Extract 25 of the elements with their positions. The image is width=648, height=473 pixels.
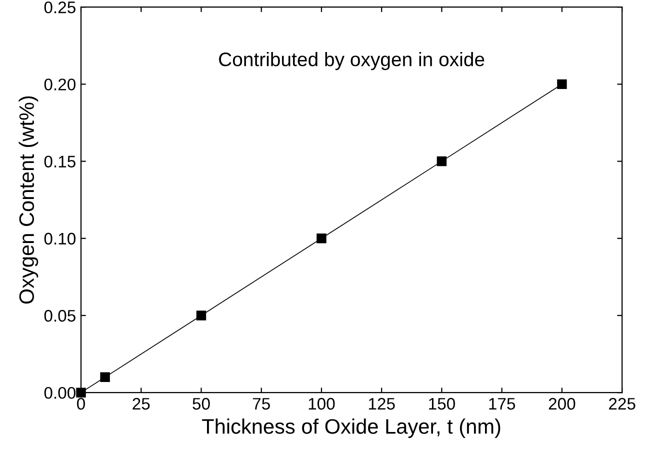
x-tick-label: 100 (308, 398, 335, 410)
y-tick-label: 0.00 (44, 386, 76, 399)
x-tick-label: 125 (368, 398, 395, 410)
y-axis-title: Oxygen Content (wt%) (18, 96, 38, 304)
x-tick-label: 150 (429, 398, 455, 410)
x-tick-label: 25 (132, 398, 150, 410)
y-tick-label: 0.15 (44, 156, 76, 168)
x-axis-title: Thickness of Oxide Layer, t (nm) (202, 418, 500, 438)
x-tick-label: 50 (192, 398, 210, 410)
x-tick-label: 175 (489, 398, 516, 410)
annotation: Contributed by oxygen in oxide (219, 52, 484, 70)
y-tick-label: 0.20 (44, 78, 76, 90)
point (316, 234, 326, 244)
point (196, 310, 206, 320)
point (76, 388, 86, 398)
point (100, 372, 110, 382)
x-tick-label: 75 (252, 398, 270, 410)
y-tick-label: 0.10 (44, 232, 76, 245)
y-tick-label: 0.05 (44, 310, 76, 322)
x-tick-label: 225 (609, 398, 636, 410)
point (557, 79, 567, 90)
point (436, 156, 447, 166)
x-tick-label: 0 (77, 398, 85, 410)
x-tick-label: 200 (548, 398, 576, 410)
y-tick-label: 0.25 (44, 1, 76, 14)
